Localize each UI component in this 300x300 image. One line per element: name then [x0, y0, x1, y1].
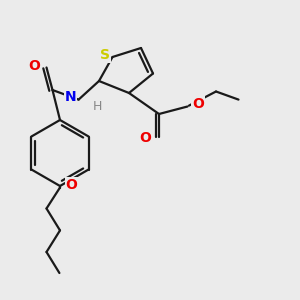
Text: O: O: [140, 131, 152, 145]
Text: H: H: [92, 100, 102, 113]
Text: O: O: [192, 97, 204, 110]
Text: N: N: [64, 90, 76, 104]
Text: O: O: [65, 178, 77, 192]
Text: S: S: [100, 49, 110, 62]
Text: O: O: [28, 59, 40, 73]
